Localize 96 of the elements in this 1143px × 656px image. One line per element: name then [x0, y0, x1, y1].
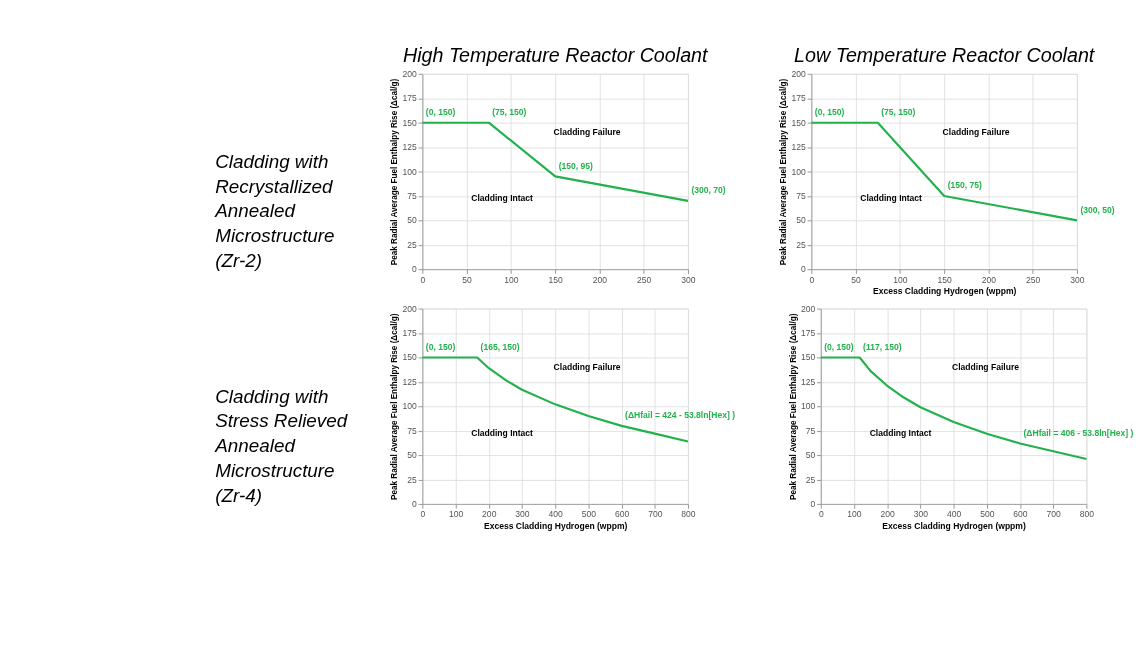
annotation: (0, 150) [425, 106, 456, 117]
y-tick-label: 0 [412, 498, 418, 509]
y-tick-label: 50 [407, 215, 418, 226]
y-tick-label: 150 [402, 352, 418, 363]
x-axis-title: Excess Cladding Hydrogen (wppm) [483, 521, 628, 532]
y-tick-label: 150 [402, 117, 418, 128]
text: Cladding with Recrystallized Annealed Microstructure (Zr-2) [214, 150, 335, 272]
y-tick-label: 25 [796, 239, 807, 250]
x-tick-label: 100 [504, 274, 519, 285]
y-tick-label: 25 [407, 239, 418, 250]
x-tick-label: 500 [581, 509, 597, 520]
x-tick-label: 100 [448, 509, 464, 520]
y-tick-label: 0 [412, 264, 418, 275]
x-tick-label: 150 [937, 274, 953, 285]
y-tick-label: 125 [791, 142, 807, 153]
x-tick-label: 500 [980, 509, 995, 520]
x-tick-label: 50 [462, 274, 473, 285]
text: Cladding with Stress Relieved Annealed Microstructure (Zr-4) [214, 385, 348, 506]
y-tick-label: 25 [805, 474, 816, 485]
y-tick-label: 175 [791, 93, 807, 104]
annotation: Cladding Intact [869, 428, 932, 439]
annotation: (0, 150) [425, 341, 456, 352]
annotation: Cladding Intact [471, 193, 534, 204]
y-tick-label: 175 [402, 328, 418, 339]
chart-title: Low Temperature Reactor Coolant [794, 43, 1096, 66]
y-tick-label: 100 [791, 166, 807, 177]
annotation: (ΔHfail = 406 - 53.8ln[Hex] ) [1023, 427, 1134, 438]
annotation: (75, 150) [492, 106, 527, 117]
annotation: Cladding Failure [942, 127, 1010, 138]
x-tick-label: 250 [1026, 274, 1041, 285]
x-tick-label: 300 [515, 509, 530, 520]
x-tick-label: 200 [981, 274, 997, 285]
y-tick-label: 200 [801, 303, 816, 314]
y-tick-label: 200 [402, 303, 418, 314]
x-tick-label: 300 [681, 274, 696, 285]
x-tick-label: 100 [893, 274, 908, 285]
x-tick-label: 400 [946, 509, 962, 520]
x-axis-title: Excess Cladding Hydrogen (wppm) [872, 286, 1017, 297]
annotation: Cladding Failure [553, 361, 621, 372]
x-tick-label: 600 [1013, 509, 1028, 520]
annotation: Cladding Failure [952, 361, 1020, 372]
y-tick-label: 75 [805, 425, 816, 436]
y-tick-label: 25 [407, 474, 418, 485]
y-tick-label: 100 [801, 401, 816, 412]
x-tick-label: 600 [614, 509, 630, 520]
y-tick-label: 0 [801, 264, 807, 275]
x-tick-label: 700 [1046, 509, 1062, 520]
x-tick-label: 800 [1079, 509, 1095, 520]
y-tick-label: 100 [402, 401, 418, 412]
annotation: (0, 150) [814, 106, 845, 117]
y-tick-label: 200 [402, 68, 418, 79]
annotation: (117, 150) [863, 341, 902, 352]
x-tick-label: 150 [548, 274, 564, 285]
annotation: (150, 95) [558, 160, 594, 171]
chart-title: High Temperature Reactor Coolant [402, 43, 710, 66]
y-tick-label: 100 [402, 166, 418, 177]
x-tick-label: 250 [637, 274, 652, 285]
annotation: Cladding Intact [471, 428, 534, 439]
annotation: (ΔHfail = 424 - 53.8ln[Hex] ) [625, 410, 736, 421]
annotation: (165, 150) [480, 341, 520, 352]
y-tick-label: 75 [407, 190, 418, 201]
y-tick-label: 50 [407, 450, 418, 461]
y-tick-label: 50 [796, 215, 807, 226]
x-tick-label: 300 [1070, 274, 1085, 285]
x-tick-label: 200 [592, 274, 608, 285]
x-tick-label: 800 [681, 509, 696, 520]
y-tick-label: 150 [791, 117, 807, 128]
y-tick-label: 125 [402, 376, 418, 387]
y-tick-label: 175 [402, 93, 418, 104]
x-tick-label: 300 [913, 509, 929, 520]
annotation: (300, 50) [1080, 204, 1115, 215]
annotation: (300, 70) [691, 185, 726, 196]
annotation: (0, 150) [824, 341, 854, 352]
annotation: Cladding Failure [553, 127, 621, 138]
y-tick-label: 125 [801, 376, 816, 387]
y-tick-label: 175 [801, 328, 816, 339]
annotation: (75, 150) [881, 106, 916, 117]
x-tick-label: 200 [880, 509, 896, 520]
x-tick-label: 100 [847, 509, 862, 520]
y-tick-label: 50 [805, 450, 816, 461]
x-axis-title: Excess Cladding Hydrogen (wppm) [882, 521, 1026, 532]
x-tick-label: 400 [548, 509, 564, 520]
annotation: Cladding Intact [860, 193, 923, 204]
x-tick-label: 200 [482, 509, 497, 520]
y-tick-label: 200 [791, 68, 807, 79]
y-tick-label: 125 [402, 142, 418, 153]
y-tick-label: 0 [810, 498, 816, 509]
y-tick-label: 75 [407, 425, 418, 436]
x-tick-label: 0 [420, 509, 426, 520]
y-tick-label: 75 [796, 190, 807, 201]
x-tick-label: 50 [851, 274, 862, 285]
y-tick-label: 150 [801, 352, 816, 363]
annotation: (150, 75) [947, 180, 983, 191]
x-tick-label: 0 [420, 274, 426, 285]
x-tick-label: 0 [818, 509, 824, 520]
x-tick-label: 700 [648, 509, 663, 520]
